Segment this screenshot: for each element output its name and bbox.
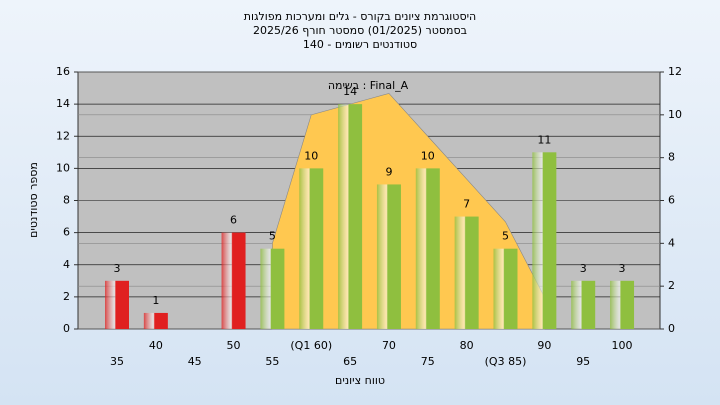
value-label: 3 (619, 262, 626, 275)
y2-tick-label: 6 (668, 194, 675, 207)
bar (571, 280, 596, 329)
y-tick-label: 2 (63, 290, 70, 303)
x-tick-label: 45 (188, 355, 202, 368)
y2-tick-label: 10 (668, 108, 682, 121)
x-tick-label: 55 (265, 355, 279, 368)
x-tick-label: 40 (149, 339, 163, 352)
x-tick-label: 90 (537, 339, 551, 352)
value-label: 14 (343, 85, 357, 98)
value-label: 7 (463, 198, 470, 211)
y2-tick-label: 4 (668, 236, 675, 249)
bar (532, 152, 557, 329)
x-tick-label: (Q1 60) (290, 339, 332, 352)
chart-subtitle: סטודנטים רשומים - 140 (303, 38, 417, 51)
value-label: 9 (385, 165, 392, 178)
value-label: 5 (269, 230, 276, 243)
value-label: 11 (537, 133, 551, 146)
bar (338, 104, 363, 329)
bar (610, 280, 635, 329)
y-tick-label: 6 (63, 226, 70, 239)
y-tick-label: 14 (56, 97, 70, 110)
x-tick-label: 65 (343, 355, 357, 368)
x-tick-label: (Q3 85) (485, 355, 527, 368)
bar (454, 216, 479, 329)
x-tick-label: 50 (227, 339, 241, 352)
y-tick-label: 10 (56, 161, 70, 174)
value-label: 1 (152, 294, 159, 307)
legend-label: בשימה : Final_A (328, 79, 409, 92)
value-label: 10 (421, 149, 435, 162)
chart-title: היסטוגרמת ציונים בקורס - גלים ומערכות מפ… (244, 10, 476, 23)
y-axis-label: מספר סטודנטים (27, 162, 40, 238)
bar (260, 248, 285, 329)
x-tick-label: 95 (576, 355, 590, 368)
y2-tick-label: 0 (668, 322, 675, 335)
value-label: 3 (114, 262, 121, 275)
x-tick-label: 70 (382, 339, 396, 352)
value-label: 10 (304, 149, 318, 162)
x-axis-label: טווח ציונים (335, 374, 385, 387)
y-tick-label: 8 (63, 194, 70, 207)
bar (493, 248, 518, 329)
bar (105, 280, 129, 329)
value-label: 3 (580, 262, 587, 275)
bar (221, 232, 246, 329)
y2-tick-label: 8 (668, 151, 675, 164)
bar (143, 312, 168, 329)
value-label: 5 (502, 230, 509, 243)
y-tick-label: 4 (63, 258, 70, 271)
x-tick-label: 100 (612, 339, 633, 352)
x-tick-label: 75 (421, 355, 435, 368)
y-tick-label: 16 (56, 65, 70, 78)
x-tick-label: 35 (110, 355, 124, 368)
x-tick-label: 80 (460, 339, 474, 352)
bar (299, 168, 324, 329)
y-tick-label: 12 (56, 129, 70, 142)
y2-tick-label: 12 (668, 65, 682, 78)
y2-tick-label: 2 (668, 279, 675, 292)
y-tick-label: 0 (63, 322, 70, 335)
bar (415, 168, 440, 329)
chart-subtitle: בסמסטר (01/2025) סמסטר חורף 2025/26 (253, 24, 467, 37)
value-label: 6 (230, 214, 237, 227)
bar (376, 184, 401, 329)
